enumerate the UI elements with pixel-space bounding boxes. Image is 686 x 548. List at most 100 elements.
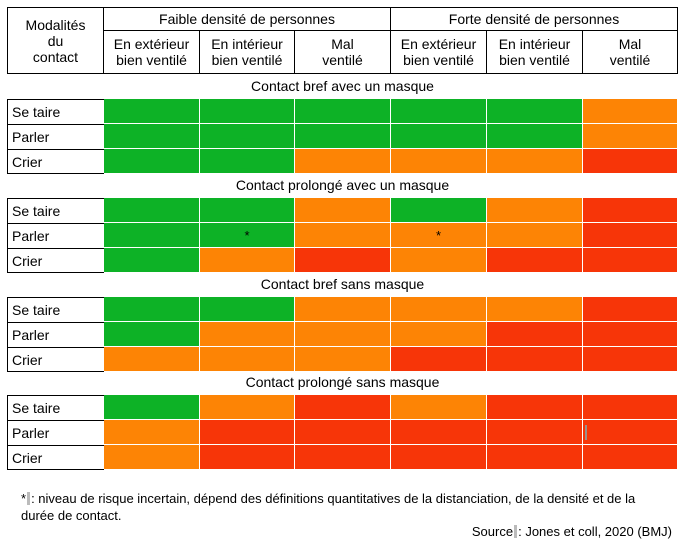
risk-cell-green (104, 149, 200, 174)
risk-cell-red (487, 248, 583, 273)
risk-cell-orange (295, 223, 391, 248)
risk-cell-green (104, 223, 200, 248)
risk-cell-green (487, 124, 583, 149)
risk-cell-red (583, 149, 678, 174)
risk-cell-green (295, 99, 391, 124)
row-divider (7, 149, 104, 150)
column-header-2: En intérieur bien ventilé (200, 31, 295, 74)
row-label: Parler (12, 326, 50, 343)
risk-table: Modalités du contact Faible densité de p… (7, 7, 678, 472)
risk-cell-orange (104, 445, 200, 470)
source-label: Source (471, 524, 514, 539)
column-header-4: En extérieur bien ventilé (391, 31, 487, 74)
risk-cell-red (487, 420, 583, 445)
risk-cell-green (104, 322, 200, 347)
risk-cell-red (487, 347, 583, 372)
risk-cell-green: * (200, 223, 295, 248)
risk-cell-red (487, 395, 583, 420)
risk-cell-orange (200, 322, 295, 347)
row-label: Parler (12, 227, 50, 244)
risk-cell-red (391, 420, 487, 445)
risk-cell-green (200, 149, 295, 174)
risk-cell-red (583, 248, 678, 273)
risk-cell-green (200, 124, 295, 149)
risk-cell-green (200, 198, 295, 223)
row-label-box (7, 99, 104, 174)
risk-cell-green (200, 297, 295, 322)
row-label: Parler (12, 424, 50, 441)
row-label: Se taire (12, 202, 61, 219)
row-label: Se taire (12, 301, 61, 318)
section-title: Contact bref avec un masque (251, 78, 434, 94)
row-label: Se taire (12, 399, 61, 416)
risk-cell-red (200, 445, 295, 470)
group-header-high-density: Forte densité de personnes (391, 7, 678, 31)
risk-cell-orange (391, 248, 487, 273)
risk-cell-orange (104, 420, 200, 445)
risk-cell-orange (295, 322, 391, 347)
risk-cell-green (200, 99, 295, 124)
section-title: Contact bref sans masque (260, 276, 425, 292)
row-divider (7, 223, 104, 224)
footnote-marker (27, 492, 31, 505)
risk-cell-green (487, 99, 583, 124)
risk-cell-red (583, 395, 678, 420)
risk-cell-orange (104, 347, 200, 372)
section-title: Contact prolongé sans masque (245, 374, 440, 390)
risk-cell-red (391, 347, 487, 372)
risk-cell-orange (391, 297, 487, 322)
risk-cell-green (295, 124, 391, 149)
risk-cell-red (391, 445, 487, 470)
risk-cell-orange (295, 198, 391, 223)
risk-cell-orange (295, 149, 391, 174)
row-divider (7, 248, 104, 249)
footnote-star: * (21, 491, 27, 506)
source-text: : Jones et coll, 2020 (BMJ) (518, 524, 672, 539)
risk-cell-orange (200, 248, 295, 273)
risk-cell-orange (200, 395, 295, 420)
risk-cell-red (295, 395, 391, 420)
risk-cell-orange (295, 297, 391, 322)
risk-cell-green (104, 124, 200, 149)
risk-cell-green (104, 198, 200, 223)
risk-cell-red (295, 445, 391, 470)
risk-cell-orange (391, 322, 487, 347)
risk-cell-red (583, 322, 678, 347)
risk-cell-red (487, 445, 583, 470)
row-divider (7, 347, 104, 348)
row-divider (7, 445, 104, 446)
footnote: *: niveau de risque incertain, dépend de… (21, 490, 671, 524)
risk-cell-orange (200, 347, 295, 372)
uncertain-marker (585, 425, 587, 440)
row-label-box (7, 395, 104, 470)
group-header-low-density: Faible densité de personnes (104, 7, 391, 31)
source-line: Source : Jones et coll, 2020 (BMJ) (472, 523, 672, 540)
risk-cell-orange (391, 149, 487, 174)
risk-cell-green (391, 99, 487, 124)
row-label: Crier (12, 351, 43, 368)
row-label: Parler (12, 128, 50, 145)
risk-cell-orange (487, 198, 583, 223)
row-label: Crier (12, 449, 43, 466)
row-label-box (7, 297, 104, 372)
risk-cell-orange (391, 395, 487, 420)
risk-cell-orange (583, 99, 678, 124)
risk-cell-orange (295, 347, 391, 372)
risk-cell-green (104, 297, 200, 322)
row-label: Se taire (12, 103, 61, 120)
row-divider (7, 420, 104, 421)
column-header-3: Mal ventilé (295, 31, 391, 74)
risk-cell-red (583, 297, 678, 322)
risk-cell-red (200, 420, 295, 445)
risk-cell-red (583, 445, 678, 470)
row-label: Crier (12, 153, 43, 170)
risk-cell-green (391, 124, 487, 149)
risk-cell-green (104, 395, 200, 420)
corner-header: Modalités du contact (7, 7, 104, 74)
risk-cell-red (295, 248, 391, 273)
row-label: Crier (12, 252, 43, 269)
row-divider (7, 124, 104, 125)
risk-cell-green (104, 99, 200, 124)
column-header-5: En intérieur bien ventilé (487, 31, 583, 74)
risk-cell-orange: * (391, 223, 487, 248)
